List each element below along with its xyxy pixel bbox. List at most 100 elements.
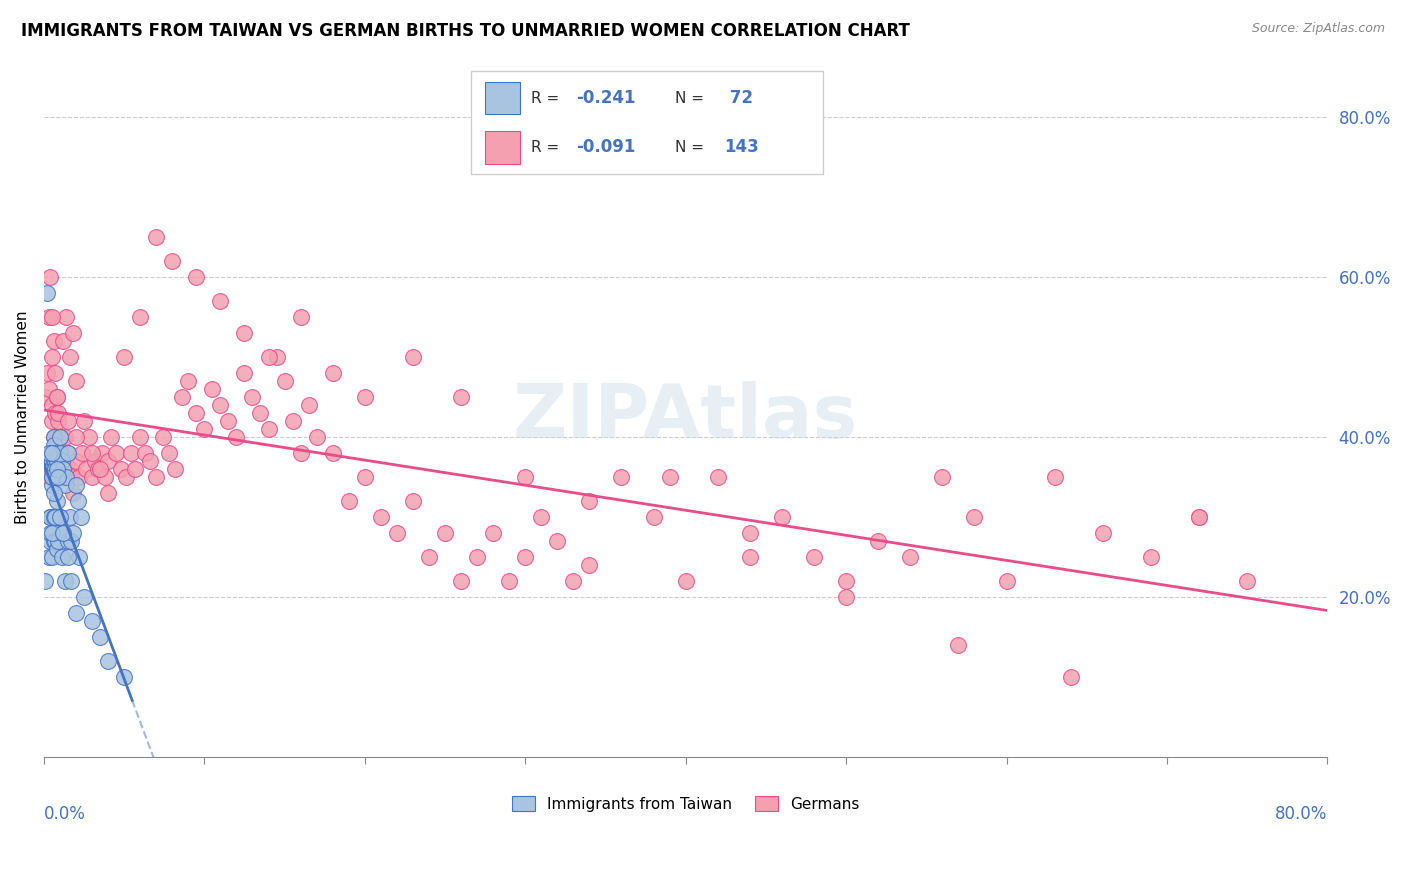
Legend: Immigrants from Taiwan, Germans: Immigrants from Taiwan, Germans — [506, 789, 866, 818]
Point — [433, 526, 456, 541]
Point — [42, 534, 65, 549]
Point — [42, 462, 65, 476]
Point — [84, 454, 107, 468]
Point — [170, 391, 193, 405]
Point — [162, 254, 184, 268]
Text: ZIPAtlas: ZIPAtlas — [513, 381, 858, 454]
Point — [193, 422, 215, 436]
Point — [55, 470, 77, 484]
Point — [290, 446, 312, 460]
Point — [65, 607, 87, 621]
Point — [49, 510, 72, 524]
Point — [249, 406, 271, 420]
Point — [201, 383, 224, 397]
Point — [42, 510, 65, 524]
Point — [738, 526, 761, 541]
Point — [44, 446, 66, 460]
Point — [65, 478, 87, 492]
Point — [56, 446, 79, 460]
Point — [105, 446, 128, 460]
Point — [87, 462, 110, 476]
Point — [418, 550, 440, 565]
Point — [145, 470, 167, 484]
Point — [75, 462, 97, 476]
Point — [1236, 574, 1258, 589]
Point — [120, 446, 142, 460]
Point — [124, 462, 146, 476]
Point — [52, 462, 75, 476]
Point — [305, 430, 328, 444]
Point — [44, 454, 66, 468]
Point — [186, 270, 208, 285]
Point — [948, 639, 970, 653]
Point — [97, 654, 120, 668]
Point — [45, 391, 67, 405]
Point — [110, 462, 132, 476]
Point — [51, 454, 73, 468]
Point — [337, 494, 360, 508]
Point — [51, 550, 73, 565]
Point — [52, 470, 75, 484]
Point — [62, 526, 84, 541]
Point — [49, 446, 72, 460]
Point — [52, 334, 75, 349]
Point — [643, 510, 665, 524]
Point — [49, 430, 72, 444]
Point — [41, 526, 63, 541]
Point — [60, 534, 83, 549]
Point — [41, 446, 63, 460]
Point — [1188, 510, 1211, 524]
Point — [72, 446, 94, 460]
Point — [515, 470, 537, 484]
Point — [62, 486, 84, 500]
Point — [41, 454, 63, 468]
Point — [80, 615, 103, 629]
Point — [322, 367, 344, 381]
Point — [41, 470, 63, 484]
Point — [42, 486, 65, 500]
Point — [129, 310, 152, 325]
Point — [177, 375, 200, 389]
Point — [39, 534, 62, 549]
Point — [42, 454, 65, 468]
Point — [186, 406, 208, 420]
Point — [46, 470, 69, 484]
Point — [157, 446, 180, 460]
Point — [51, 526, 73, 541]
Point — [45, 454, 67, 468]
Point — [69, 510, 91, 524]
Point — [58, 462, 80, 476]
Point — [45, 494, 67, 508]
Point — [56, 414, 79, 428]
Text: 143: 143 — [724, 138, 759, 156]
Text: -0.241: -0.241 — [576, 89, 636, 107]
Text: 80.0%: 80.0% — [1275, 805, 1327, 823]
Point — [80, 446, 103, 460]
Point — [482, 526, 505, 541]
Point — [995, 574, 1018, 589]
Point — [58, 510, 80, 524]
Point — [38, 383, 60, 397]
Point — [963, 510, 986, 524]
Point — [114, 470, 136, 484]
FancyBboxPatch shape — [485, 82, 520, 114]
Point — [46, 510, 69, 524]
Point — [45, 430, 67, 444]
Point — [165, 462, 187, 476]
Point — [46, 406, 69, 420]
Point — [1091, 526, 1114, 541]
Point — [515, 550, 537, 565]
Point — [44, 446, 66, 460]
Point — [39, 510, 62, 524]
Point — [738, 550, 761, 565]
Point — [66, 494, 89, 508]
Point — [62, 326, 84, 341]
Point — [46, 462, 69, 476]
Point — [530, 510, 553, 524]
Point — [1188, 510, 1211, 524]
Point — [402, 351, 425, 365]
Point — [100, 430, 122, 444]
Point — [353, 470, 375, 484]
Point — [706, 470, 728, 484]
Point — [129, 430, 152, 444]
